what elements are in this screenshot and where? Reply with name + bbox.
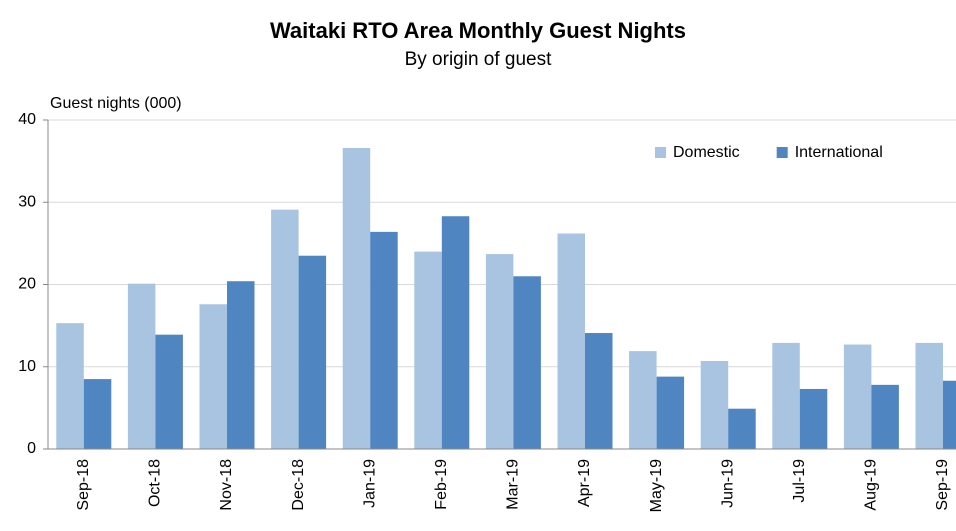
legend-label: International (795, 144, 883, 161)
bar (342, 147, 371, 449)
y-tick-label: 10 (18, 358, 36, 375)
x-tick-label: Nov-18 (218, 459, 235, 511)
bar (227, 281, 255, 449)
bar (513, 276, 541, 449)
bar (629, 351, 657, 449)
y-tick-label: 30 (18, 193, 36, 210)
x-tick-label: Jan-19 (361, 459, 378, 508)
bar (83, 379, 112, 449)
legend-swatch (655, 147, 666, 158)
bar (441, 216, 470, 449)
y-tick-label: 40 (18, 111, 36, 128)
bar (915, 342, 943, 449)
chart-title: Waitaki RTO Area Monthly Guest Nights (270, 18, 686, 43)
x-tick-label: Oct-18 (147, 459, 164, 507)
bar (656, 376, 685, 449)
bar (943, 380, 956, 449)
bar (271, 209, 299, 449)
x-tick-label: Sep-19 (934, 459, 951, 511)
bar (799, 388, 828, 449)
chart-subtitle: By origin of guest (405, 49, 553, 70)
bar (370, 231, 398, 449)
bar (843, 344, 872, 449)
x-tick-label: Jul-19 (791, 459, 808, 503)
x-tick-label: Mar-19 (505, 459, 522, 510)
y-tick-label: 0 (27, 440, 36, 457)
x-tick-label: Jun-19 (719, 459, 736, 508)
y-axis-label: Guest nights (000) (50, 95, 182, 112)
bar (585, 333, 613, 449)
legend-swatch (776, 147, 788, 158)
bar (127, 283, 156, 449)
y-tick-label: 20 (18, 276, 36, 293)
bar (557, 233, 585, 449)
bar (155, 334, 183, 449)
x-tick-label: Feb-19 (433, 459, 450, 510)
bar (56, 323, 84, 449)
bar (199, 304, 227, 449)
bar (298, 255, 327, 449)
x-tick-label: Apr-19 (576, 459, 593, 507)
x-tick-label: May-19 (648, 459, 665, 512)
bar (728, 408, 756, 449)
bar (485, 254, 514, 449)
bar (772, 342, 800, 449)
x-tick-label: Sep-18 (75, 459, 92, 511)
bar (700, 360, 729, 449)
legend-label: Domestic (673, 144, 740, 161)
x-tick-label: Aug-19 (863, 459, 880, 511)
bar (871, 384, 899, 449)
bar (414, 251, 442, 449)
x-tick-label: Dec-18 (290, 459, 307, 511)
